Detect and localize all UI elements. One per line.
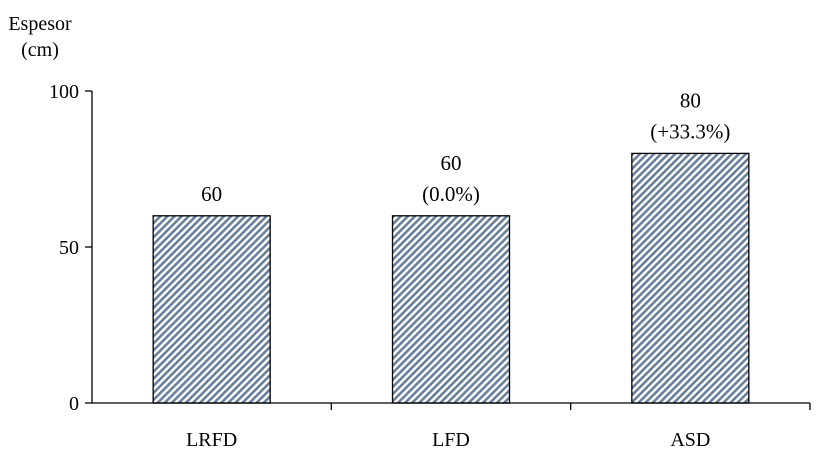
y-axis-ticks: 0 50 100	[49, 81, 92, 415]
x-category-label: LFD	[432, 429, 470, 451]
bar-value-label: 60	[441, 151, 462, 175]
x-category-label: LRFD	[186, 429, 237, 451]
bar-value-label: 80	[680, 88, 701, 112]
y-axis-label-line-2: (cm)	[21, 39, 59, 61]
bar-value-label: 60	[201, 182, 222, 206]
y-tick-label: 100	[49, 81, 79, 103]
bar-labels: 60 (0.0%) 60 (+33.3%) 80	[201, 88, 730, 205]
bar-lfd	[391, 215, 511, 404]
bars	[152, 152, 750, 404]
x-category-label: ASD	[670, 429, 710, 451]
bar-asd	[631, 152, 750, 404]
x-axis-ticks: LRFD LFD ASD	[186, 403, 811, 451]
bar-change-label: (0.0%)	[422, 182, 480, 206]
y-tick-label: 0	[69, 393, 79, 415]
y-axis-label-line-1: Espesor	[8, 13, 72, 35]
bar-change-label: (+33.3%)	[650, 119, 730, 143]
y-tick-label: 50	[59, 237, 79, 259]
bar-lrfd	[152, 215, 271, 404]
